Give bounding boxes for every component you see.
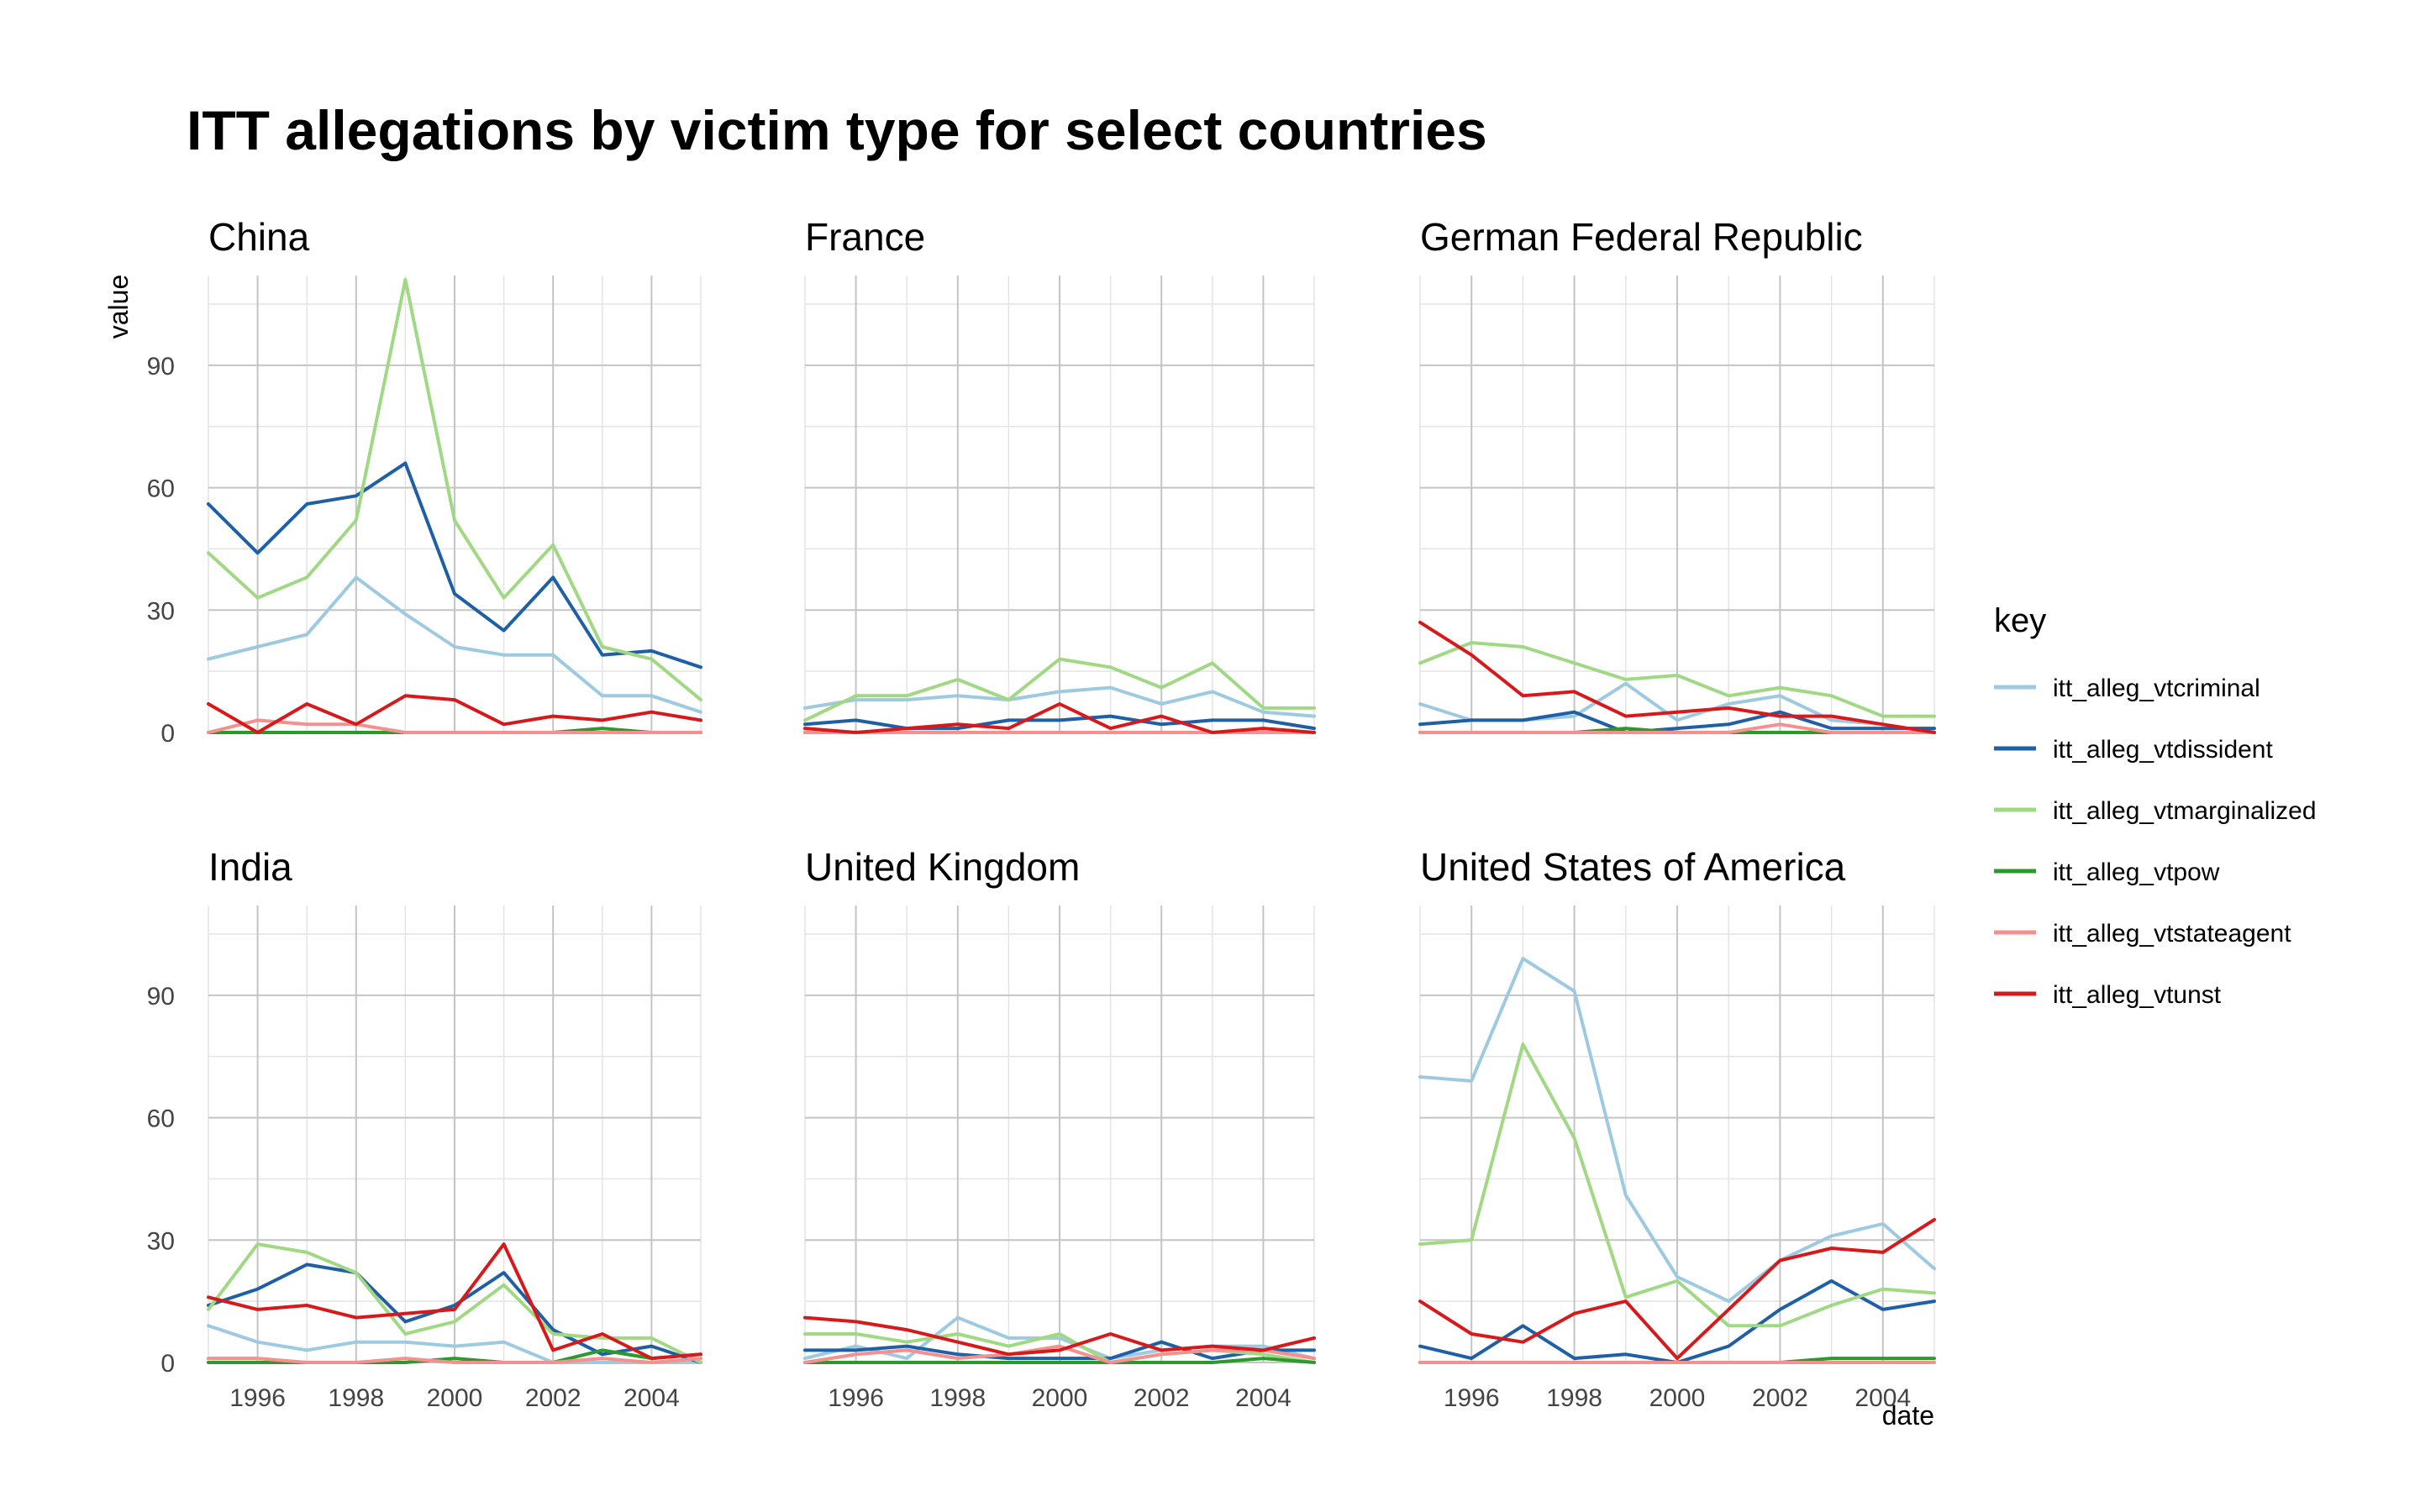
x-tick-label: 1996 bbox=[229, 1384, 286, 1412]
series-line-itt-alleg-vtcriminal bbox=[207, 1324, 702, 1364]
series-line-itt-alleg-vtunst bbox=[803, 1315, 1316, 1357]
y-tick-label: 30 bbox=[147, 1227, 175, 1255]
series-line-itt-alleg-vtpow bbox=[803, 1357, 1316, 1364]
y-tick-label: 60 bbox=[147, 475, 175, 503]
panel-title: India bbox=[208, 845, 292, 889]
panel-title: United States of America bbox=[1420, 845, 1846, 889]
x-tick-label: 1998 bbox=[1546, 1384, 1602, 1412]
series-line-itt-alleg-vtdissident bbox=[803, 1340, 1316, 1361]
panel-title: United Kingdom bbox=[805, 845, 1080, 889]
panel-title: German Federal Republic bbox=[1420, 215, 1863, 259]
y-tick-label: 0 bbox=[160, 1350, 175, 1378]
x-tick-label: 2002 bbox=[1134, 1384, 1190, 1412]
x-tick-label: 1996 bbox=[1444, 1384, 1500, 1412]
series-line-itt-alleg-vtmarginalized bbox=[207, 277, 702, 702]
panel-german-federal-republic: German Federal Republic bbox=[1418, 215, 1936, 734]
y-tick-label: 90 bbox=[147, 353, 175, 381]
y-tick-label: 90 bbox=[147, 983, 175, 1011]
y-tick-label: 60 bbox=[147, 1105, 175, 1133]
facet-panels: China 0 30 60 90 France German Federal Republi… bbox=[147, 215, 1936, 1412]
series-line-itt-alleg-vtdissident bbox=[1418, 710, 1936, 734]
x-tick-label: 2000 bbox=[427, 1384, 483, 1412]
x-tick-label: 2004 bbox=[623, 1384, 680, 1412]
panel-united-kingdom: United Kingdom 1996 1998 2000 2002 2004 bbox=[803, 845, 1316, 1412]
x-axis-label: date bbox=[1882, 1400, 1934, 1431]
x-tick-label: 2002 bbox=[525, 1384, 581, 1412]
y-tick-label: 0 bbox=[160, 720, 175, 748]
series-line-itt-alleg-vtmarginalized bbox=[1418, 1042, 1936, 1328]
panel-india: India 0 30 60 90 1996 1998 2000 2002 2004 bbox=[147, 845, 702, 1412]
x-tick-label: 2004 bbox=[1235, 1384, 1292, 1412]
series-line-itt-alleg-vtunst bbox=[207, 694, 702, 734]
y-axis-label: value bbox=[103, 275, 134, 339]
legend-item-label: itt_alleg_vtstateagent bbox=[2053, 920, 2291, 948]
series-line-itt-alleg-vtstateagent bbox=[803, 1344, 1316, 1364]
panel-united-states-of-america: United States of America 1996 1998 2000 2002… bbox=[1418, 845, 1936, 1412]
legend-item-label: itt_alleg_vtpow bbox=[2053, 858, 2220, 886]
series-line-itt-alleg-vtcriminal bbox=[1418, 957, 1936, 1304]
legend-item-label: itt_alleg_vtcriminal bbox=[2053, 675, 2260, 702]
legend-item-label: itt_alleg_vtunst bbox=[2053, 981, 2222, 1009]
panel-title: China bbox=[208, 215, 310, 259]
series-line-itt-alleg-vtunst bbox=[803, 702, 1316, 734]
series-line-itt-alleg-vtcriminal bbox=[207, 575, 702, 714]
series-line-itt-alleg-vtmarginalized bbox=[207, 1242, 702, 1364]
legend: key itt_alleg_vtcriminal itt_alleg_vtdiss… bbox=[1994, 602, 2317, 1009]
series-line-itt-alleg-vtdissident bbox=[803, 714, 1316, 731]
x-tick-label: 2002 bbox=[1752, 1384, 1808, 1412]
x-tick-label: 2004 bbox=[1854, 1384, 1911, 1412]
x-tick-label: 2000 bbox=[1649, 1384, 1706, 1412]
series-line-itt-alleg-vtunst bbox=[1418, 620, 1936, 734]
panel-france: France bbox=[803, 215, 1316, 734]
chart-title: ITT allegations by victim type for selec… bbox=[187, 99, 1487, 161]
series-line-itt-alleg-vtstateagent bbox=[1418, 722, 1936, 734]
series-line-itt-alleg-vtcriminal bbox=[803, 685, 1316, 718]
legend-item-label: itt_alleg_vtmarginalized bbox=[2053, 797, 2317, 825]
panel-title: France bbox=[805, 215, 925, 259]
series-line-itt-alleg-vtstateagent bbox=[207, 1357, 702, 1364]
panel-china: China 0 30 60 90 bbox=[147, 215, 702, 748]
legend-title: key bbox=[1994, 602, 2046, 639]
x-tick-label: 1998 bbox=[929, 1384, 986, 1412]
series-line-itt-alleg-vtmarginalized bbox=[803, 657, 1316, 722]
series-line-itt-alleg-vtmarginalized bbox=[1418, 641, 1936, 718]
series-line-itt-alleg-vtstateagent bbox=[207, 718, 702, 734]
series-line-itt-alleg-vtunst bbox=[207, 1242, 702, 1361]
y-tick-label: 30 bbox=[147, 597, 175, 625]
legend-item-label: itt_alleg_vtdissident bbox=[2053, 736, 2273, 764]
x-tick-label: 1998 bbox=[328, 1384, 384, 1412]
series-line-itt-alleg-vtdissident bbox=[207, 461, 702, 669]
x-tick-label: 2000 bbox=[1032, 1384, 1088, 1412]
series-line-itt-alleg-vtunst bbox=[1418, 1218, 1936, 1361]
x-tick-label: 1996 bbox=[828, 1384, 884, 1412]
